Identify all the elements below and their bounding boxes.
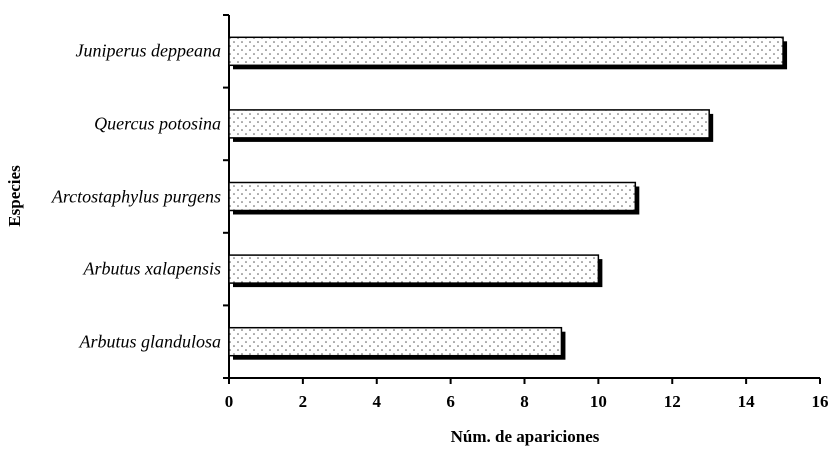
x-tick-label: 14 xyxy=(738,392,756,411)
bar xyxy=(228,326,563,357)
bar xyxy=(228,181,637,212)
bar xyxy=(228,36,784,67)
x-tick-label: 4 xyxy=(373,392,382,411)
x-tick-label: 6 xyxy=(446,392,455,411)
x-tick-label: 2 xyxy=(299,392,308,411)
x-tick-label: 8 xyxy=(520,392,529,411)
y-tick-label: Quercus potosina xyxy=(94,113,221,134)
bar xyxy=(228,254,600,284)
x-tick-label: 16 xyxy=(812,392,829,411)
y-tick-label: Arctostaphylus purgens xyxy=(51,186,221,206)
y-tick-label: Arbutus glandulosa xyxy=(79,331,221,352)
x-axis-label: Núm. de apariciones xyxy=(451,427,600,446)
y-axis-label: Especies xyxy=(5,165,24,227)
x-tick-label: 0 xyxy=(225,392,234,411)
x-tick-label: 12 xyxy=(664,392,681,411)
x-tick-label: 10 xyxy=(590,392,607,411)
bar xyxy=(228,109,710,139)
y-tick-label: Arbutus xalapensis xyxy=(83,258,222,279)
y-tick-label: Juniperus deppeana xyxy=(75,40,221,61)
